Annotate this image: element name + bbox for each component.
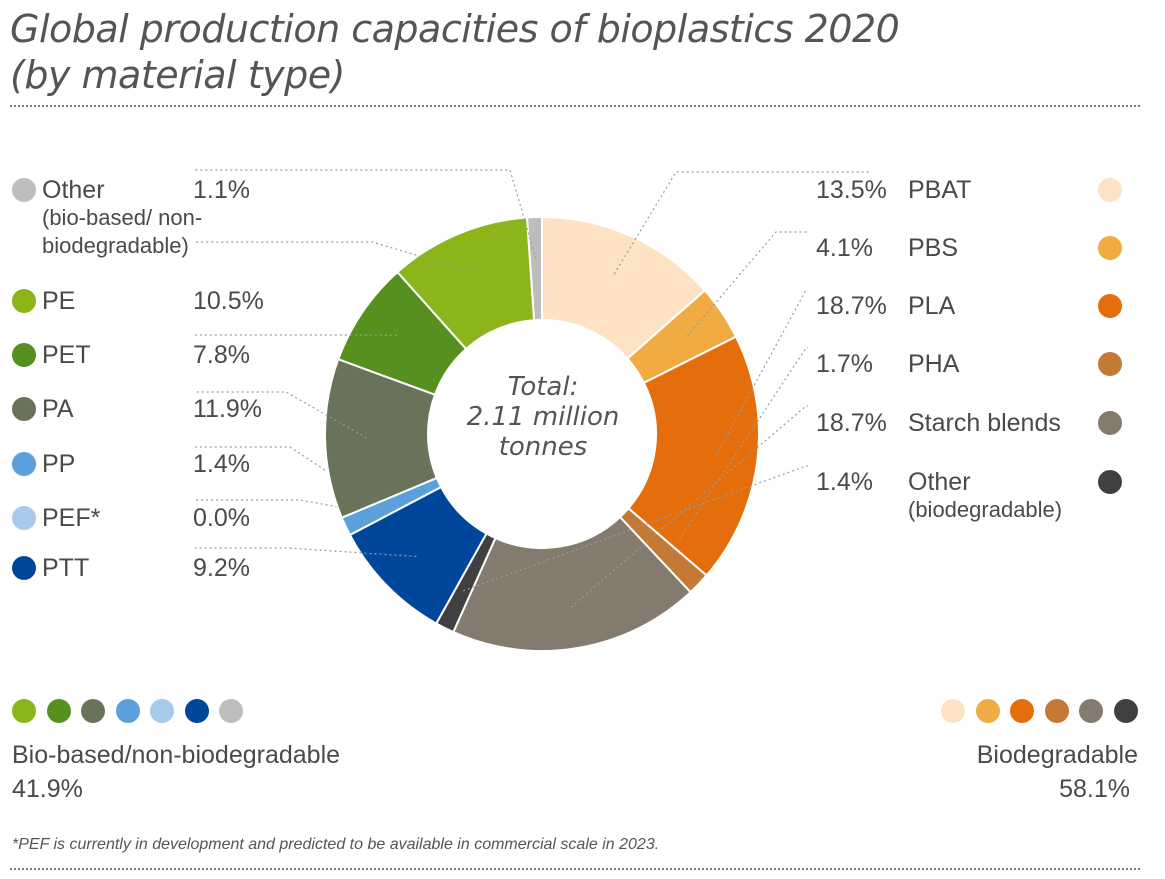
legend-item-pe: PE 10.5%: [12, 287, 312, 317]
leader-line: [195, 547, 417, 558]
legend-dot: [12, 556, 36, 580]
top-dotted-rule: [10, 105, 1140, 107]
slice-starch-blends-4: [452, 515, 692, 652]
slice-pla-2: [627, 335, 760, 577]
center-line-2: 2.11 million: [466, 402, 620, 432]
legend-item-pbs: 4.1% PBS: [816, 234, 1126, 264]
group-color-dot: [12, 699, 36, 723]
group-dots-biodegradable: [941, 699, 1141, 725]
legend-item-pef: PEF* 0.0%: [12, 504, 312, 534]
group-color-dot: [115, 699, 140, 723]
legend-item-other-biobased: Other (bio-based/ non-biodegradable) 1.1…: [12, 176, 312, 266]
footnote: *PEF is currently in development and pre…: [12, 836, 660, 853]
legend-label: PBAT: [908, 176, 972, 204]
center-line-1: Total:: [507, 372, 579, 402]
group-color-dot: [46, 699, 71, 723]
leader-line: [570, 405, 808, 608]
legend-item-pp: PP 1.4%: [12, 450, 312, 480]
legend-label: Starch blends: [908, 409, 1061, 437]
leader-line: [195, 169, 537, 259]
leader-line: [687, 231, 808, 337]
legend-pct: 9.2%: [193, 554, 250, 582]
group-color-dot: [1113, 699, 1138, 723]
legend-pct: 13.5%: [816, 176, 887, 204]
legend-label: Other: [42, 176, 105, 204]
legend-label: Other: [908, 468, 971, 496]
legend-sublabel: (biodegradable): [908, 497, 1063, 522]
group-pct-biobased: 41.9%: [12, 775, 83, 803]
legend-label: PET: [42, 341, 91, 369]
legend-label: PBS: [908, 234, 959, 262]
group-name-biodegradable: Biodegradable: [976, 741, 1138, 769]
legend-label: PP: [42, 450, 76, 478]
legend-dot: [1098, 352, 1122, 376]
group-color-dot: [1044, 699, 1069, 723]
legend-pct: 18.7%: [816, 409, 887, 437]
legend-dot: [1098, 294, 1122, 318]
donut-center-label: Total: 2.11 million tonnes: [443, 372, 643, 462]
legend-item-ptt: PTT 9.2%: [12, 554, 312, 584]
leader-line: [463, 465, 808, 592]
legend-label: PA: [42, 395, 74, 423]
leader-line: [195, 391, 367, 439]
legend-item-other-biodegradable: 1.4% Other (biodegradable): [816, 468, 1126, 528]
group-color-dot: [941, 699, 965, 723]
legend-dot: [12, 178, 36, 202]
legend-dot: [12, 452, 36, 476]
legend-pct: 0.0%: [193, 504, 250, 532]
leader-line: [195, 241, 474, 273]
legend-pct: 7.8%: [193, 341, 250, 369]
legend-pct: 4.1%: [816, 234, 873, 262]
group-color-dot: [975, 699, 1000, 723]
legend-pct: 18.7%: [816, 292, 887, 320]
group-name-biobased: Bio-based/non-biodegradable: [12, 741, 341, 769]
legend-dot: [12, 343, 36, 367]
legend-pct: 1.1%: [193, 176, 250, 204]
group-color-dot: [184, 699, 209, 723]
legend-label: PHA: [908, 350, 960, 378]
legend-pct: 1.4%: [193, 450, 250, 478]
group-color-dot: [1079, 699, 1103, 723]
center-line-3: tonnes: [498, 432, 588, 462]
legend-item-pa: PA 11.9%: [12, 395, 312, 425]
title-line-1: Global production capacities of bioplast…: [10, 7, 900, 51]
title-line-2: (by material type): [10, 53, 345, 97]
chart-title: Global production capacities of bioplast…: [10, 6, 900, 98]
legend-pct: 11.9%: [193, 395, 263, 423]
group-color-dot: [81, 699, 105, 723]
group-color-dot: [219, 699, 243, 723]
legend-pct: 1.7%: [816, 350, 873, 378]
legend-item-pbat: 13.5% PBAT: [816, 176, 1126, 206]
legend-item-pet: PET 7.8%: [12, 341, 312, 371]
legend-sublabel: (bio-based/ non-biodegradable): [42, 205, 203, 258]
legend-dot: [12, 506, 36, 530]
group-color-dot: [150, 699, 174, 723]
legend-label: PEF*: [42, 504, 101, 532]
bottom-dotted-rule: [10, 868, 1140, 870]
legend-pct: 1.4%: [816, 468, 873, 496]
legend-label: PTT: [42, 554, 90, 582]
group-color-dot: [1010, 699, 1034, 723]
legend-dot: [12, 289, 36, 313]
legend-pct: 10.5%: [193, 287, 264, 315]
legend-label: PE: [42, 287, 76, 315]
legend-label: PLA: [908, 292, 956, 320]
legend-item-pha: 1.7% PHA: [816, 350, 1126, 380]
leader-line: [195, 446, 384, 510]
legend-item-pla: 18.7% PLA: [816, 292, 1126, 322]
legend-dot: [1098, 178, 1122, 202]
legend-item-starch-blends: 18.7% Starch blends: [816, 409, 1126, 439]
legend-dot: [1098, 411, 1122, 435]
group-pct-biodegradable: 58.1%: [1059, 775, 1130, 803]
group-dots-biobased: [12, 699, 252, 725]
legend-dot: [1098, 470, 1122, 494]
legend-dot: [12, 397, 36, 421]
legend-dot: [1098, 236, 1122, 260]
